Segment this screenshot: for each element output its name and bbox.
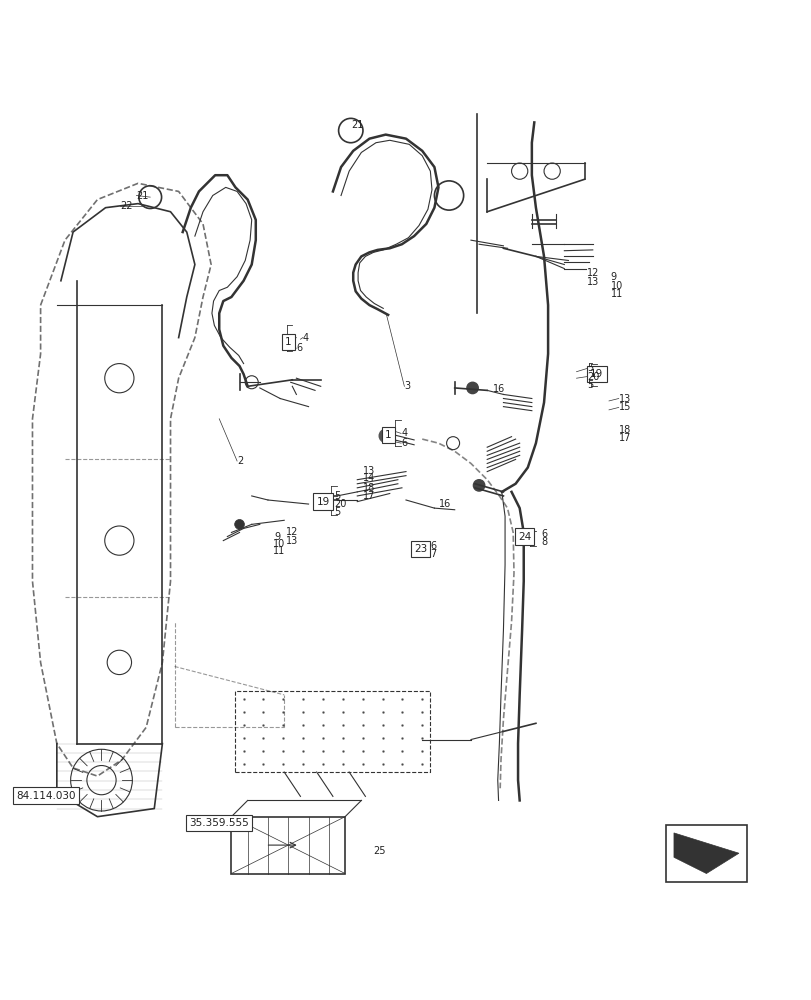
Text: 9: 9 <box>274 532 281 542</box>
Text: 18: 18 <box>618 425 630 435</box>
Text: 25: 25 <box>373 846 385 856</box>
Text: 6: 6 <box>430 541 436 551</box>
Circle shape <box>466 382 478 394</box>
Text: 19: 19 <box>316 497 329 507</box>
Text: 15: 15 <box>618 402 630 412</box>
Text: 3: 3 <box>404 381 410 391</box>
Text: 5: 5 <box>334 507 341 517</box>
FancyBboxPatch shape <box>665 825 746 882</box>
Text: 1: 1 <box>384 430 391 440</box>
Text: 6: 6 <box>296 343 303 353</box>
Text: 17: 17 <box>363 491 375 501</box>
Text: 5: 5 <box>334 491 341 501</box>
Text: 21: 21 <box>351 120 363 130</box>
Text: 20: 20 <box>586 372 599 382</box>
Text: 14: 14 <box>363 473 375 483</box>
Text: 16: 16 <box>492 384 504 394</box>
Circle shape <box>234 519 244 529</box>
Text: 6: 6 <box>541 529 547 539</box>
Text: 10: 10 <box>610 281 622 291</box>
Text: 11: 11 <box>272 546 285 556</box>
Text: 20: 20 <box>334 499 346 509</box>
FancyBboxPatch shape <box>231 817 345 874</box>
Text: 7: 7 <box>430 549 436 559</box>
Text: 2: 2 <box>237 456 243 466</box>
Text: 1: 1 <box>285 337 291 347</box>
Text: 4: 4 <box>303 333 309 343</box>
Text: 12: 12 <box>586 268 599 278</box>
Text: 19: 19 <box>590 369 603 379</box>
Polygon shape <box>673 833 738 874</box>
Circle shape <box>379 429 392 442</box>
Text: 12: 12 <box>285 527 298 537</box>
Text: 13: 13 <box>618 393 630 403</box>
Text: 13: 13 <box>586 277 599 287</box>
Text: 24: 24 <box>517 532 530 542</box>
Text: 8: 8 <box>541 537 547 547</box>
Text: 23: 23 <box>414 544 427 554</box>
Text: 16: 16 <box>438 499 450 509</box>
Text: 84.114.030: 84.114.030 <box>16 791 76 801</box>
Circle shape <box>473 480 484 491</box>
Text: 21: 21 <box>136 191 148 201</box>
Text: 18: 18 <box>363 483 375 493</box>
Text: 4: 4 <box>401 428 407 438</box>
Text: 13: 13 <box>285 536 298 546</box>
Text: 6: 6 <box>401 438 407 448</box>
Text: 5: 5 <box>586 380 593 390</box>
Text: 9: 9 <box>610 272 616 282</box>
Text: 5: 5 <box>586 363 593 373</box>
Text: 22: 22 <box>120 201 132 211</box>
Text: 13: 13 <box>363 466 375 476</box>
Text: 17: 17 <box>618 433 630 443</box>
Text: 11: 11 <box>610 289 622 299</box>
Text: 35.359.555: 35.359.555 <box>189 818 249 828</box>
Text: 10: 10 <box>272 539 285 549</box>
